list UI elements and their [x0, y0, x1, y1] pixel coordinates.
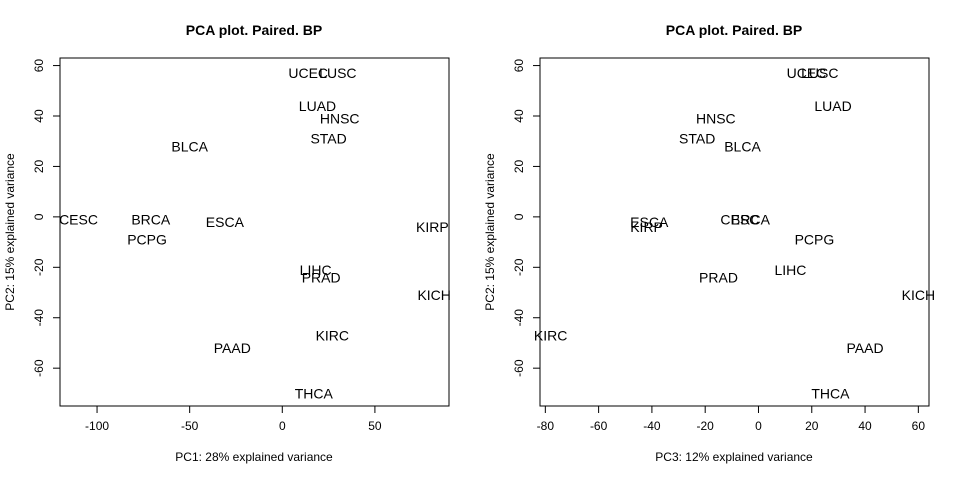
- y-tick-label: 20: [512, 159, 526, 173]
- point-label-pcpg: PCPG: [795, 232, 835, 248]
- point-label-kich: KICH: [902, 287, 935, 303]
- point-label-blca: BLCA: [724, 138, 761, 154]
- point-label-prad: PRAD: [699, 269, 738, 285]
- y-tick-label: 0: [32, 213, 46, 220]
- point-label-paad: PAAD: [847, 340, 884, 356]
- point-label-lihc: LIHC: [300, 262, 332, 278]
- x-tick-label: 50: [368, 419, 382, 433]
- point-label-luad: LUAD: [299, 98, 336, 114]
- y-tick-label: 60: [32, 59, 46, 73]
- point-label-blca: BLCA: [171, 138, 208, 154]
- x-tick-label: 60: [912, 419, 926, 433]
- x-tick-label: -40: [643, 419, 661, 433]
- x-tick-label: -100: [85, 419, 109, 433]
- x-tick-label: 0: [755, 419, 762, 433]
- x-tick-label: 20: [805, 419, 819, 433]
- y-axis-label: PC2: 15% explained variance: [3, 153, 17, 311]
- point-label-stad: STAD: [679, 131, 715, 147]
- point-label-hnsc: HNSC: [696, 111, 736, 127]
- y-tick-label: 20: [32, 159, 46, 173]
- point-label-ucec: UCEC: [787, 65, 827, 81]
- y-tick-label: -40: [32, 309, 46, 327]
- point-label-luad: LUAD: [814, 98, 851, 114]
- y-tick-label: 40: [32, 109, 46, 123]
- x-axis-label: PC1: 28% explained variance: [175, 450, 333, 464]
- x-tick-label: 0: [279, 419, 286, 433]
- chart-title: PCA plot. Paired. BP: [666, 22, 802, 38]
- point-label-esca: ESCA: [630, 214, 669, 230]
- point-label-esca: ESCA: [206, 214, 245, 230]
- x-axis-label: PC3: 12% explained variance: [655, 450, 813, 464]
- point-label-kirc: KIRC: [534, 327, 567, 343]
- point-label-lihc: LIHC: [774, 262, 806, 278]
- y-tick-label: -60: [512, 359, 526, 377]
- point-label-hnsc: HNSC: [320, 111, 360, 127]
- point-label-prad: PRAD: [302, 269, 341, 285]
- x-tick-label: -20: [697, 419, 715, 433]
- point-label-pcpg: PCPG: [127, 232, 167, 248]
- right-panel: PCA plot. Paired. BP PC3: 12% explained v…: [483, 22, 935, 464]
- x-tick-label: -80: [537, 419, 555, 433]
- point-label-stad: STAD: [310, 131, 346, 147]
- x-tick-label: -60: [590, 419, 608, 433]
- left-panel: PCA plot. Paired. BP PC1: 28% explained v…: [3, 22, 451, 464]
- point-label-kich: KICH: [417, 287, 450, 303]
- point-label-ucec: UCEC: [288, 65, 328, 81]
- point-label-thca: THCA: [811, 385, 850, 401]
- y-tick-label: -20: [32, 258, 46, 276]
- point-label-cesc: CESC: [720, 211, 759, 227]
- point-label-brca: BRCA: [731, 211, 771, 227]
- point-label-paad: PAAD: [214, 340, 251, 356]
- y-tick-label: -60: [32, 359, 46, 377]
- y-tick-label: 60: [512, 59, 526, 73]
- point-label-cesc: CESC: [59, 211, 98, 227]
- point-label-thca: THCA: [295, 385, 334, 401]
- point-label-brca: BRCA: [131, 211, 171, 227]
- point-label-lusc: LUSC: [319, 65, 356, 81]
- y-tick-label: -20: [512, 258, 526, 276]
- y-tick-label: 0: [512, 213, 526, 220]
- y-tick-label: -40: [512, 309, 526, 327]
- point-label-kirp: KIRP: [630, 219, 663, 235]
- point-label-lusc: LUSC: [801, 65, 838, 81]
- x-tick-label: 40: [858, 419, 872, 433]
- y-axis-label: PC2: 15% explained variance: [483, 153, 497, 311]
- y-tick-label: 40: [512, 109, 526, 123]
- point-label-kirp: KIRP: [416, 219, 449, 235]
- x-tick-label: -50: [181, 419, 199, 433]
- chart-title: PCA plot. Paired. BP: [186, 22, 322, 38]
- plot-frame: [59, 57, 450, 407]
- point-label-kirc: KIRC: [316, 327, 349, 343]
